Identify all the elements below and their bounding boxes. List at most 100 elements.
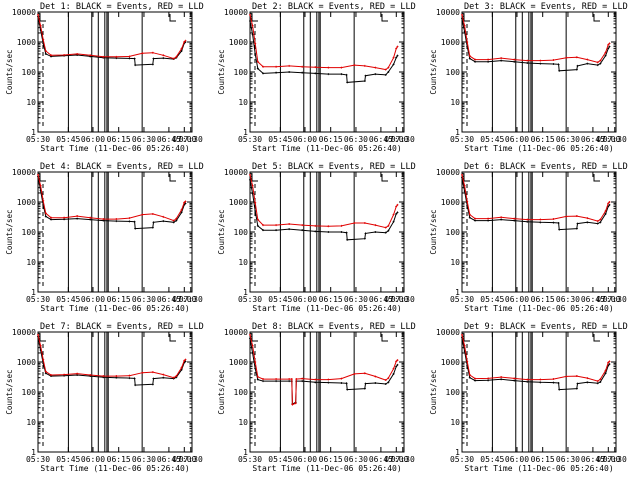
corner-mark-right [593,334,600,342]
data-point-lld [162,215,165,218]
x-tick-label: 05:45 [480,455,504,464]
data-point-lld [288,222,291,225]
y-tick-label: 1 [243,288,248,297]
data-point-lld [327,66,330,69]
data-point-lld [487,377,490,380]
series-line-events [249,179,398,241]
data-point-events [575,387,578,390]
plot-frame [37,171,193,293]
detector-panel-7: Det 7: BLACK = Events, RED = LLD 1 10 100 10… [5,322,204,473]
panel-title: Det 5: BLACK = Events, RED = LLD [252,162,416,172]
x-tick-label: 05:45 [56,295,80,304]
data-point-lld [599,59,602,62]
detector-panel-1: Det 1: BLACK = Events, RED = LLD 1 10 100 10… [5,2,204,153]
y-tick-label: 10000 [436,8,460,17]
data-point-lld [175,375,178,378]
data-point-events [387,71,390,73]
data-point-events [301,229,304,232]
x-tick-label: 06:45 [157,295,181,304]
data-point-events [395,212,398,215]
data-point-events [608,45,611,48]
data-point-events [346,388,349,391]
y-tick-label: 100 [22,228,37,237]
x-tick-label: 06:00 [293,295,317,304]
data-point-lld [363,372,366,375]
y-tick-label: 1000 [17,358,36,367]
data-point-lld [262,224,265,227]
y-tick-label: 1000 [229,198,248,207]
data-point-events [340,231,343,233]
x-tick-label: 06:00 [81,295,105,304]
data-point-events [608,203,611,206]
corner-mark-left [39,14,46,22]
data-point-lld [463,344,466,347]
y-tick-label: 1 [243,128,248,137]
data-point-lld [249,13,251,16]
data-point-lld [552,378,555,381]
detector-panel-5: Det 5: BLACK = Events, RED = LLD 1 10 100 10… [217,162,416,313]
y-tick-label: 10000 [12,328,36,337]
data-point-events [128,57,131,60]
data-point-lld [607,361,610,364]
data-point-lld [256,60,259,63]
data-point-events [262,380,265,383]
panel-title: Det 8: BLACK = Events, RED = LLD [252,322,416,332]
data-point-events [162,376,165,379]
data-point-lld [340,377,343,380]
data-point-events [526,61,529,64]
y-tick-label: 100 [234,68,249,77]
corner-mark-right [593,14,600,22]
data-point-lld [353,372,356,375]
data-point-lld [141,52,144,55]
panel-title: Det 2: BLACK = Events, RED = LLD [252,2,416,12]
data-point-events [134,227,137,230]
x-tick-label: 06:15 [319,135,343,144]
x-tick-label: 06:00 [293,135,317,144]
data-point-lld [374,375,377,378]
data-point-lld [42,38,45,41]
data-point-lld [608,201,611,203]
data-point-lld [63,53,66,56]
data-point-lld [184,39,187,42]
data-point-events [576,222,579,225]
data-point-lld [565,375,568,378]
data-point-lld [37,333,39,336]
corner-mark-left [463,174,470,182]
data-point-lld [256,375,259,378]
data-point-lld [604,369,607,372]
data-point-events [474,60,477,63]
y-tick-label: 1000 [229,38,248,47]
y-tick-label: 10000 [224,328,248,337]
data-point-lld [461,173,463,176]
y-tick-label: 10000 [436,328,460,337]
y-axis-label: Counts/sec [429,369,438,414]
data-point-events [392,372,395,375]
data-point-lld [180,208,183,211]
data-point-events [345,73,348,76]
data-point-events [180,211,183,214]
series-line-lld [249,14,398,71]
series-line-lld [461,174,610,222]
data-point-events [474,219,477,222]
data-point-lld [526,59,529,62]
data-point-events [526,220,529,223]
data-point-lld [463,184,466,187]
y-tick-label: 1000 [229,358,248,367]
data-point-events [586,62,589,65]
data-point-lld [183,201,186,204]
data-point-lld [513,377,516,380]
y-tick-label: 1000 [441,38,460,47]
data-point-events [604,54,607,57]
data-point-lld [275,65,278,68]
data-point-events [327,73,330,76]
data-point-events [184,202,187,205]
data-point-lld [162,373,165,376]
corner-mark-left [463,334,470,342]
corner-mark-right [593,174,600,182]
data-point-events [44,372,47,375]
x-tick-label: 06:45 [581,295,605,304]
data-point-lld [39,184,42,187]
data-point-lld [275,224,278,227]
data-point-events [558,388,561,391]
data-point-events [151,226,154,229]
